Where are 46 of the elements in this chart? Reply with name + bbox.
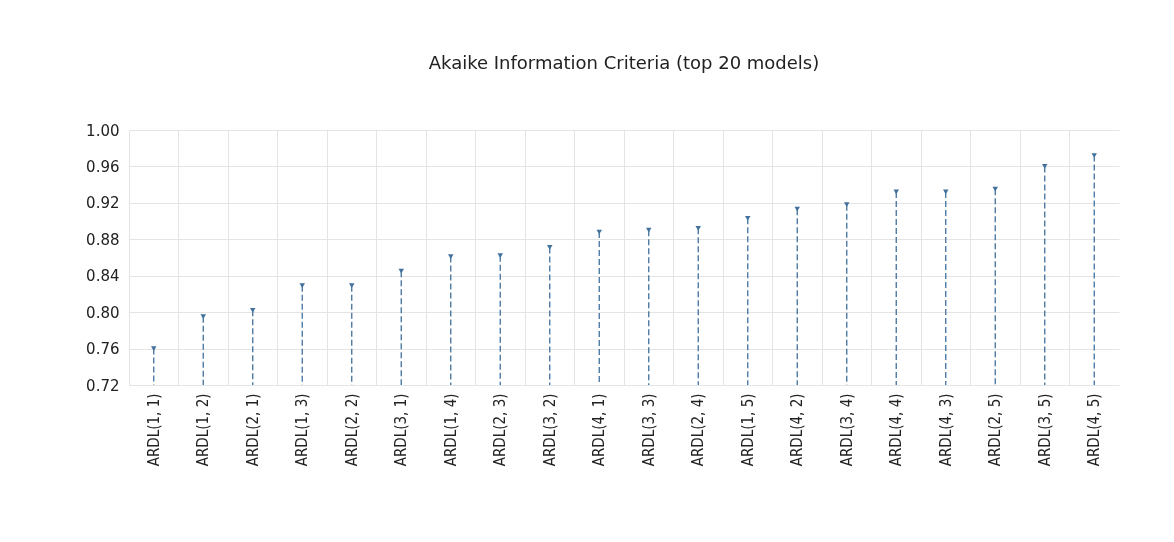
y-tick-label: 1.00 — [86, 121, 120, 140]
point — [200, 314, 206, 320]
x-tick-label: ARDL(1, 4) — [441, 393, 460, 467]
x-tick-label: ARDL(3, 5) — [1035, 393, 1054, 467]
x-tick-label: ARDL(3, 3) — [639, 393, 658, 467]
point — [646, 227, 652, 233]
y-tick-label: 0.92 — [86, 194, 120, 213]
y-tick-label: 0.84 — [86, 267, 120, 286]
x-tick-label: ARDL(4, 4) — [887, 393, 906, 467]
x-tick-label: ARDL(3, 1) — [392, 393, 411, 467]
y-tick-label: 0.76 — [86, 340, 120, 359]
point — [398, 268, 404, 274]
x-tick-label: ARDL(1, 3) — [293, 393, 312, 467]
point — [349, 283, 355, 289]
y-tick-label: 0.96 — [86, 157, 120, 176]
point — [1042, 164, 1048, 169]
x-tick-label: ARDL(4, 5) — [1085, 393, 1104, 467]
point — [1091, 153, 1097, 158]
x-tick-label: ARDL(2, 4) — [689, 393, 708, 467]
x-tick-label: ARDL(1, 1) — [144, 393, 163, 467]
point — [497, 253, 503, 259]
y-tick-label: 0.80 — [86, 303, 120, 322]
point — [151, 346, 157, 351]
x-tick-label: ARDL(3, 4) — [837, 393, 856, 467]
x-tick-label: ARDL(2, 3) — [491, 393, 510, 467]
x-tick-label: ARDL(2, 5) — [986, 393, 1005, 467]
x-tick-label: ARDL(3, 2) — [540, 393, 559, 467]
point — [299, 283, 305, 289]
point — [448, 254, 454, 259]
point — [745, 215, 751, 221]
x-tick-label: ARDL(4, 3) — [936, 393, 955, 467]
y-tick-label: 0.72 — [86, 376, 120, 395]
x-tick-label: ARDL(1, 5) — [738, 393, 757, 467]
x-tick-label: ARDL(2, 2) — [342, 393, 361, 467]
x-tick-label: ARDL(2, 1) — [243, 393, 262, 467]
chart-title: Akaike Information Criteria (top 20 models) — [428, 52, 820, 73]
point — [695, 225, 701, 231]
x-tick-label: ARDL(1, 2) — [194, 393, 213, 467]
x-tick-label: ARDL(4, 1) — [590, 393, 609, 467]
point — [992, 186, 998, 192]
point — [794, 206, 800, 212]
x-tick-label: ARDL(4, 2) — [788, 393, 807, 467]
point — [844, 202, 850, 208]
y-tick-label: 0.88 — [86, 230, 120, 249]
point — [250, 307, 256, 313]
point — [547, 245, 553, 250]
